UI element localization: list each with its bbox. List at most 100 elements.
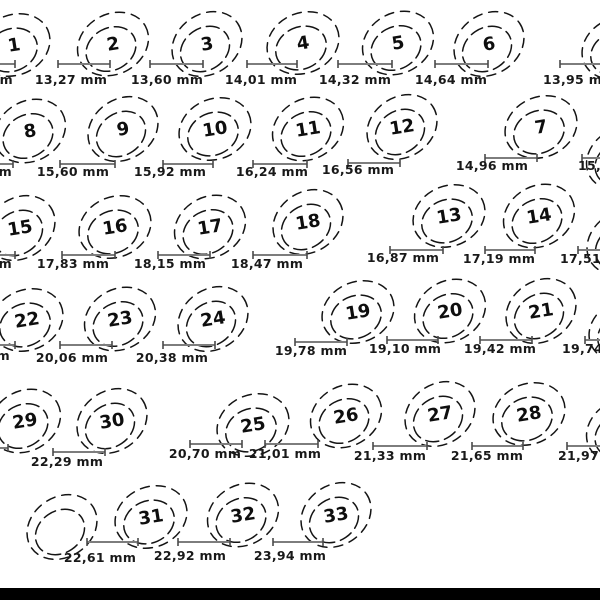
measure-label: 22,61 mm — [64, 550, 136, 565]
measure-label: 15,28 mm — [578, 158, 600, 173]
chart-row-2: 8 9 10 11 12 7 mm 15,60 mm 15,92 mm 16,24 mm 16,56… — [0, 93, 600, 191]
chart-row-4: 22 23 24 19 20 21 mm 20,06 mm 20,38 mm 19,78 mm 19… — [0, 277, 600, 365]
measure-label: 14,96 mm — [456, 158, 528, 173]
ring-number: 33 — [322, 503, 350, 528]
measure: 21,97 mm — [558, 442, 600, 463]
ring-size-23: 23 — [83, 286, 157, 352]
ring-size-5: 5 — [361, 10, 435, 76]
ring-outer-circle — [309, 383, 383, 449]
measure: 20,70 mm — [169, 440, 243, 461]
ring-number: 5 — [390, 32, 406, 55]
measure-label: 15,92 mm — [134, 164, 206, 179]
measure: 13,27 mm — [35, 60, 111, 87]
ring-inner-circle — [511, 197, 563, 245]
chart-row-3: 15 16 17 18 13 14 mm 17,83 mm 18,15 mm 18,47 mm 16… — [0, 183, 600, 276]
ring-size-2: 2 — [76, 11, 150, 77]
ring-outer-circle — [173, 194, 247, 260]
ring-size-21: 21 — [505, 277, 577, 345]
ring-outer-circle — [78, 194, 152, 260]
ring-inner-circle — [187, 111, 239, 157]
ring-inner-circle — [84, 402, 136, 450]
measure: 14,96 mm — [456, 154, 538, 173]
ring-size-10: 10 — [178, 96, 252, 162]
measure: 19,78 mm — [275, 338, 348, 358]
chart-row-5: 29 30 25 26 27 28 mm 22,29 mm 20,70 mm 21,01 mm 21… — [0, 380, 600, 469]
measure-label: 18,15 mm — [134, 256, 206, 271]
ring-outer-circle — [83, 286, 157, 352]
measure-label: 13,95 mm — [543, 72, 600, 87]
ring-size-19: 19 — [321, 279, 395, 345]
measure: 16,24 mm — [236, 160, 308, 179]
ring-size-30: 30 — [76, 387, 148, 455]
measure-label: 14,01 mm — [225, 72, 297, 87]
ring-size-18: 18 — [272, 188, 344, 256]
measure: 14,01 mm — [225, 60, 298, 87]
measure-label: mm — [0, 72, 13, 87]
measure: 17,51 mm — [560, 246, 600, 266]
ring-inner-circle — [594, 223, 600, 271]
measure: 22,92 mm — [154, 538, 231, 563]
ring-size-29: 29 — [0, 388, 62, 454]
ring-outer-circle — [0, 12, 51, 78]
ring-number: 15 — [6, 216, 34, 241]
ring-inner-circle — [594, 411, 600, 459]
ring-number: 4 — [295, 32, 311, 55]
ring-number: 21 — [527, 299, 555, 324]
measure-label: 23,94 mm — [254, 548, 326, 563]
measure: 23,94 mm — [254, 538, 326, 563]
ring-number: 18 — [294, 210, 322, 235]
ring-size-16: 16 — [78, 194, 152, 260]
ring-partial — [588, 297, 600, 363]
measure-label: 21,33 mm — [354, 448, 426, 463]
ring-outer-circle — [588, 297, 600, 363]
ring-number: 25 — [239, 413, 267, 438]
ring-inner-circle — [330, 294, 382, 340]
ring-number: 27 — [426, 402, 454, 427]
measure: 13,60 mm — [131, 60, 204, 87]
ring-number: 2 — [105, 33, 121, 56]
footer-bar — [0, 588, 600, 600]
measure: 18,47 mm — [231, 251, 308, 271]
measure-label: 17,19 mm — [463, 251, 535, 266]
measure: 22,29 mm — [31, 448, 106, 469]
ring-inner-circle — [85, 25, 137, 73]
ring-inner-circle — [0, 402, 49, 450]
ring-inner-circle — [594, 139, 600, 187]
ring-outer-circle — [413, 278, 487, 344]
measure: 19,74 mm — [562, 336, 600, 356]
measure-label: 13,60 mm — [131, 72, 203, 87]
measure: mm — [0, 60, 16, 87]
ring-size-4: 4 — [266, 10, 340, 76]
ring-outer-circle — [0, 194, 56, 262]
ring-number: 29 — [11, 409, 39, 434]
ring-inner-circle — [318, 397, 370, 445]
ring-size-17: 17 — [173, 194, 247, 260]
measure-label: 17,83 mm — [37, 256, 109, 271]
ring-outer-circle — [26, 493, 98, 561]
ring-inner-circle — [215, 496, 267, 544]
measure: 16,87 mm — [367, 246, 444, 265]
ring-number: 14 — [525, 204, 553, 229]
measure-label: 22,29 mm — [31, 454, 103, 469]
ring-inner-circle — [597, 312, 600, 358]
ring-size-31: 31 — [114, 484, 188, 550]
ring-number: 26 — [332, 404, 360, 429]
ring-outer-circle — [271, 96, 345, 162]
measure-label: 19,78 mm — [275, 343, 347, 358]
ring-outer-circle — [114, 484, 188, 550]
measure: 15,60 mm — [37, 160, 116, 179]
ring-inner-circle — [0, 27, 38, 73]
ring-outer-circle — [585, 397, 600, 463]
ring-inner-circle — [280, 203, 332, 251]
ring-number: 23 — [106, 307, 134, 332]
ring-number: 17 — [196, 215, 224, 240]
ring-outer-circle — [504, 94, 578, 160]
ring-outer-circle — [266, 10, 340, 76]
measure: 15,92 mm — [134, 160, 214, 179]
ring-number: 24 — [199, 307, 227, 332]
ring-outer-circle — [502, 183, 576, 249]
ring-number: 20 — [436, 299, 464, 324]
ring-number: 32 — [229, 503, 257, 528]
ring-outer-circle — [206, 482, 280, 548]
